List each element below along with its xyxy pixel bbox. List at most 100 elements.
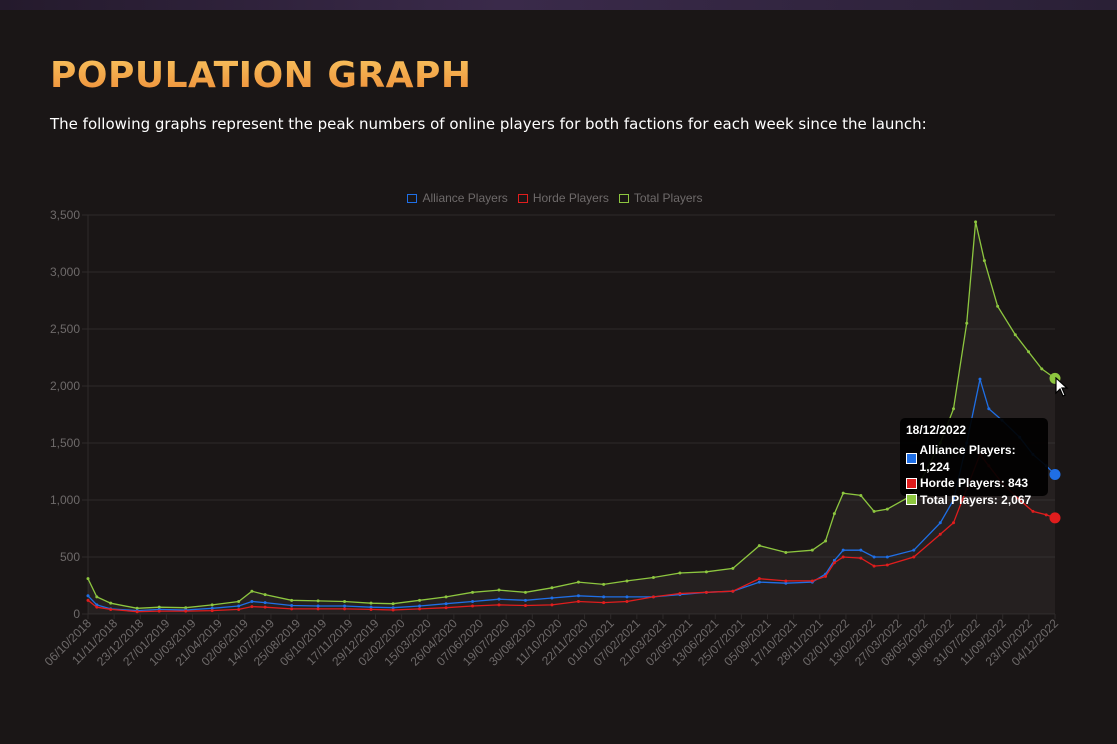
data-point xyxy=(316,604,320,608)
data-point xyxy=(290,603,294,607)
data-point xyxy=(832,512,836,516)
legend-swatch-alliance xyxy=(407,193,418,203)
top-banner-strip xyxy=(0,0,1117,10)
data-point xyxy=(978,377,982,381)
y-tick-label: 1,500 xyxy=(50,436,80,450)
legend-swatch-total xyxy=(618,193,629,203)
data-point xyxy=(602,601,606,605)
data-point xyxy=(810,579,814,583)
y-axis-ticks: 0 500 1,000 1,500 2,000 2,500 3,000 3,500 xyxy=(50,208,80,621)
data-point xyxy=(290,598,294,602)
legend-item-horde[interactable]: Horde Players xyxy=(517,191,609,205)
data-point xyxy=(841,555,845,559)
data-point xyxy=(952,498,956,502)
data-point xyxy=(1044,513,1048,517)
data-point xyxy=(602,582,606,586)
data-point xyxy=(418,604,422,608)
data-point xyxy=(184,609,188,613)
data-point xyxy=(157,609,161,613)
data-point xyxy=(704,590,708,594)
data-point xyxy=(576,599,580,603)
data-point xyxy=(912,548,916,552)
data-point xyxy=(391,606,395,610)
mouse-cursor-icon xyxy=(1055,377,1069,397)
data-point xyxy=(369,601,373,605)
data-point xyxy=(237,604,241,608)
data-point xyxy=(824,574,828,578)
data-point xyxy=(391,608,395,612)
data-point xyxy=(391,602,395,606)
tooltip-swatch-horde xyxy=(906,477,917,489)
tooltip-label-total: Total Players: 2,067 xyxy=(920,492,1032,507)
tooltip-date: 18/12/2022 xyxy=(906,423,967,437)
data-point xyxy=(757,544,761,548)
y-tick-label: 2,500 xyxy=(50,322,80,336)
data-point xyxy=(982,259,986,263)
total-area-fill xyxy=(88,221,1055,615)
data-point xyxy=(952,407,956,411)
tooltip-swatch-alliance xyxy=(906,453,917,464)
legend-label-horde: Horde Players xyxy=(532,191,609,205)
y-tick-label: 3,000 xyxy=(50,265,80,279)
series-total-players xyxy=(86,220,1061,615)
data-point xyxy=(418,598,422,602)
data-point xyxy=(602,595,606,599)
data-point xyxy=(210,603,214,607)
data-point xyxy=(1027,350,1031,354)
data-point xyxy=(184,606,188,610)
data-point xyxy=(885,507,889,511)
data-point xyxy=(872,555,876,559)
data-point xyxy=(974,220,978,224)
data-point xyxy=(1040,367,1044,371)
data-point xyxy=(912,555,916,559)
data-point xyxy=(859,548,863,552)
data-point xyxy=(996,304,1000,308)
legend-swatch-horde xyxy=(517,193,528,203)
data-point xyxy=(237,607,241,611)
data-point xyxy=(86,577,90,581)
data-point xyxy=(497,597,501,601)
data-point xyxy=(784,581,788,585)
data-point xyxy=(832,561,836,565)
data-point xyxy=(784,579,788,583)
data-point xyxy=(952,521,956,525)
y-tick-label: 500 xyxy=(60,550,80,564)
chart-grid xyxy=(82,214,1056,619)
data-point xyxy=(210,606,214,610)
data-point xyxy=(343,607,347,611)
data-point xyxy=(263,593,267,597)
data-point xyxy=(109,607,113,611)
data-point xyxy=(550,586,554,590)
data-point xyxy=(237,599,241,603)
data-point xyxy=(523,590,527,594)
chart-legend: Alliance Players Horde Players Total Pla… xyxy=(0,191,1110,205)
data-point xyxy=(859,493,863,497)
data-point xyxy=(938,532,942,536)
data-point xyxy=(86,598,90,602)
legend-item-total[interactable]: Total Players xyxy=(618,191,703,205)
series-line xyxy=(87,221,1056,609)
data-point xyxy=(757,580,761,584)
tooltip-label-alliance: Alliance Players: 1,224 xyxy=(919,443,1016,474)
series-line xyxy=(87,453,1056,613)
chart-tooltip: 18/12/2022 Alliance Players: 1,224 Horde… xyxy=(900,418,1048,507)
data-point xyxy=(872,509,876,513)
data-point xyxy=(704,570,708,574)
data-point xyxy=(678,591,682,595)
data-point xyxy=(250,605,254,609)
hover-point xyxy=(1049,468,1061,480)
data-point xyxy=(784,550,788,554)
data-point xyxy=(343,604,347,608)
page-subtitle: The following graphs represent the peak … xyxy=(50,115,927,133)
data-point xyxy=(731,566,735,570)
legend-label-alliance: Alliance Players xyxy=(422,191,508,205)
data-point xyxy=(316,599,320,603)
data-point xyxy=(731,589,735,593)
data-point xyxy=(938,521,942,525)
data-point xyxy=(135,606,139,610)
data-point xyxy=(95,603,99,607)
data-point xyxy=(625,595,629,599)
legend-item-alliance[interactable]: Alliance Players xyxy=(407,191,508,205)
data-point xyxy=(965,321,969,325)
